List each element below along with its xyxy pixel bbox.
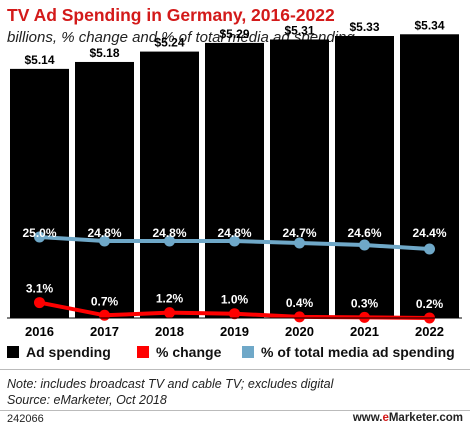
point-pct-total xyxy=(359,239,370,251)
point-pct-total xyxy=(424,243,435,255)
bar-ad-spending xyxy=(140,51,199,319)
divider-top xyxy=(0,369,470,370)
data-label-pct-total: 24.4% xyxy=(412,226,446,240)
point-pct-change xyxy=(164,307,175,319)
bar-ad-spending xyxy=(205,42,264,319)
point-pct-total xyxy=(294,237,305,249)
data-label-pct-change: 0.4% xyxy=(286,296,314,310)
bar-ad-spending xyxy=(335,36,394,318)
point-pct-change xyxy=(229,308,240,320)
data-label-pct-total: 24.8% xyxy=(152,226,186,240)
legend-label-ad-spending: Ad spending xyxy=(26,344,111,360)
brand-e: e xyxy=(382,412,389,424)
brand-prefix: www. xyxy=(352,412,383,424)
chart-title: TV Ad Spending in Germany, 2016-2022 xyxy=(7,5,335,25)
brand-rest: Marketer.com xyxy=(388,412,463,424)
legend-label-pct-total: % of total media ad spending xyxy=(261,344,455,360)
data-label-pct-change: 3.1% xyxy=(26,282,54,296)
data-label-pct-total: 24.8% xyxy=(87,226,121,240)
x-tick-label: 2019 xyxy=(220,324,249,339)
data-label-ad-spending: $5.33 xyxy=(349,20,379,34)
legend-item-ad-spending: Ad spending xyxy=(7,344,111,360)
point-pct-change xyxy=(99,309,110,321)
data-label-pct-change: 0.2% xyxy=(416,297,444,311)
x-tick-label: 2017 xyxy=(90,324,119,339)
data-label-ad-spending: $5.31 xyxy=(284,23,314,37)
x-tick-label: 2018 xyxy=(155,324,184,339)
chart-plot: $5.14 $5.18 $5.24 $5.29 $5.31 $5.33 $5.34 25.0%… xyxy=(7,18,462,339)
point-pct-change xyxy=(359,311,370,323)
bar-ad-spending xyxy=(270,39,329,318)
data-label-ad-spending: $5.29 xyxy=(219,27,249,41)
bar-ad-spending xyxy=(400,34,459,318)
x-tick-label: 2022 xyxy=(415,324,444,339)
legend-item-pct-change: % change xyxy=(137,344,221,360)
data-label-ad-spending: $5.34 xyxy=(414,18,444,32)
footnote: Note: includes broadcast TV and cable TV… xyxy=(7,376,333,408)
x-tick-label: 2020 xyxy=(285,324,314,339)
data-label-pct-total: 24.8% xyxy=(217,226,251,240)
point-pct-change xyxy=(294,311,305,323)
point-pct-total xyxy=(229,235,240,247)
footnote-note: Note: includes broadcast TV and cable TV… xyxy=(7,377,334,391)
point-pct-total xyxy=(99,235,110,247)
legend-swatch-ad-spending xyxy=(7,346,19,358)
point-pct-total xyxy=(34,231,45,243)
footnote-source: Source: eMarketer, Oct 2018 xyxy=(7,393,167,407)
point-pct-change xyxy=(34,297,45,309)
data-label-pct-change: 1.0% xyxy=(221,293,249,307)
bar-ad-spending xyxy=(75,61,134,319)
chart-subtitle: billions, % change and % of total media … xyxy=(7,29,355,46)
divider-bottom xyxy=(0,410,470,411)
point-pct-total xyxy=(164,235,175,247)
data-label-pct-change: 1.2% xyxy=(156,292,184,306)
legend-item-pct-total: % of total media ad spending xyxy=(242,344,455,360)
legend-swatch-pct-total xyxy=(242,346,254,358)
data-label-ad-spending: $5.14 xyxy=(24,53,54,67)
data-label-pct-total: 25.0% xyxy=(22,226,56,240)
x-tick-label: 2016 xyxy=(25,324,54,339)
chart-id: 242066 xyxy=(7,413,44,425)
x-tick-label: 2021 xyxy=(350,324,379,339)
data-label-ad-spending: $5.18 xyxy=(89,46,119,60)
bar-ad-spending xyxy=(10,68,69,318)
data-label-pct-change: 0.3% xyxy=(351,296,379,310)
data-label-pct-total: 24.6% xyxy=(347,226,381,240)
data-label-pct-total: 24.7% xyxy=(282,226,316,240)
emarketer-logo: www.eMarketer.com xyxy=(353,412,463,424)
legend-label-pct-change: % change xyxy=(156,344,222,360)
data-label-ad-spending: $5.24 xyxy=(154,36,184,50)
legend-swatch-pct-change xyxy=(137,346,149,358)
data-label-pct-change: 0.7% xyxy=(91,294,119,308)
